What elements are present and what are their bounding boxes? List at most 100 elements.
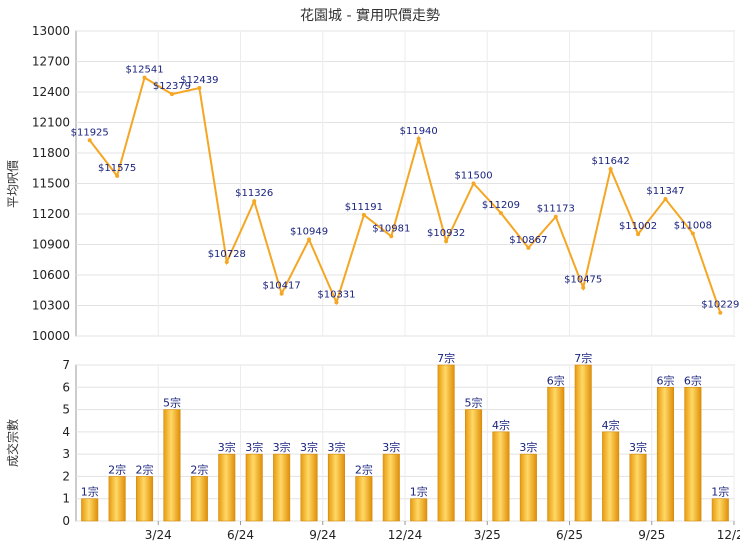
count-data-label: 2宗 xyxy=(355,462,373,476)
count-data-label: 7宗 xyxy=(574,351,592,365)
count-bar xyxy=(465,409,483,522)
count-tick-label: 0 xyxy=(62,514,70,528)
count-tick-label: 6 xyxy=(62,380,70,394)
count-bar xyxy=(519,453,537,522)
price-data-label: $11940 xyxy=(400,126,438,137)
price-point xyxy=(224,259,229,264)
count-data-label: 6宗 xyxy=(656,373,674,387)
x-tick-label: 6/25 xyxy=(556,528,583,542)
count-bar xyxy=(273,453,291,522)
count-bar xyxy=(218,453,236,522)
count-bar xyxy=(81,498,99,522)
count-data-label: 4宗 xyxy=(492,418,510,432)
price-data-label: $10932 xyxy=(427,228,465,239)
price-data-label: $11002 xyxy=(619,221,657,232)
price-line xyxy=(88,76,722,314)
count-tick-label: 4 xyxy=(62,425,70,439)
x-tick-label: 6/24 xyxy=(227,528,254,542)
price-data-label: $11209 xyxy=(482,200,520,211)
price-axis-title: 平均呎價 xyxy=(6,160,20,208)
count-tick-label: 5 xyxy=(62,403,70,417)
count-bar xyxy=(136,476,154,522)
count-data-label: 3宗 xyxy=(273,440,291,454)
price-point xyxy=(690,231,695,236)
count-bar xyxy=(108,476,126,522)
count-data-label: 7宗 xyxy=(437,351,455,365)
price-point xyxy=(416,136,421,141)
price-data-label: $10229 xyxy=(701,300,739,311)
price-data-label: $11191 xyxy=(345,202,383,213)
count-tick-label: 2 xyxy=(62,469,70,483)
price-data-label: $10867 xyxy=(509,235,547,246)
price-tick-label: 10900 xyxy=(32,238,70,252)
count-data-label: 5宗 xyxy=(163,396,181,410)
count-bar xyxy=(602,431,620,522)
price-data-label: $11642 xyxy=(592,156,630,167)
count-data-label: 1宗 xyxy=(81,485,99,499)
x-tick-label: 3/24 xyxy=(145,528,172,542)
count-bar xyxy=(355,476,373,522)
price-chart: 10000 10300 10600 10900 11200 11500 11800 12100… xyxy=(32,24,740,343)
x-tick-label: 9/24 xyxy=(309,528,336,542)
x-tick-label: 3/25 xyxy=(474,528,501,542)
x-tick-label: 9/25 xyxy=(638,528,665,542)
count-data-label: 2宗 xyxy=(108,462,126,476)
count-bar xyxy=(684,386,702,522)
count-bar xyxy=(382,453,400,522)
price-point xyxy=(361,212,366,217)
price-point xyxy=(553,214,558,219)
x-tick-label: 12/24 xyxy=(388,528,423,542)
x-tick-label: 12/25 xyxy=(717,528,740,542)
count-data-label: 2宗 xyxy=(190,462,208,476)
count-bar xyxy=(410,498,428,522)
count-data-label: 3宗 xyxy=(218,440,236,454)
count-data-label: 5宗 xyxy=(465,396,483,410)
count-bar xyxy=(437,364,455,522)
price-tick-label: 12700 xyxy=(32,55,70,69)
count-data-label: 3宗 xyxy=(300,440,318,454)
price-data-label: $11173 xyxy=(537,204,575,215)
price-tick-label: 10600 xyxy=(32,268,70,282)
count-data-label: 3宗 xyxy=(245,440,263,454)
price-tick-label: 11800 xyxy=(32,146,70,160)
price-tick-label: 11500 xyxy=(32,177,70,191)
price-point xyxy=(115,173,120,178)
price-point xyxy=(526,245,531,250)
count-tick-label: 1 xyxy=(62,492,70,506)
price-data-label: $11925 xyxy=(71,127,109,138)
count-bar xyxy=(300,453,318,522)
price-point xyxy=(608,167,613,172)
price-tick-label: 11200 xyxy=(32,207,70,221)
price-point xyxy=(498,211,503,216)
price-tick-label: 12100 xyxy=(32,116,70,130)
price-data-label: $10331 xyxy=(317,289,355,300)
count-bar xyxy=(190,476,208,522)
price-data-label: $10981 xyxy=(372,223,410,234)
price-data-label: $10475 xyxy=(564,275,602,286)
price-point xyxy=(142,75,147,80)
price-data-label: $12379 xyxy=(153,81,191,92)
price-point xyxy=(87,138,92,143)
price-point xyxy=(197,86,202,91)
count-tick-label: 7 xyxy=(62,358,70,372)
count-data-label: 1宗 xyxy=(410,485,428,499)
price-point xyxy=(636,232,641,237)
price-data-label: $11326 xyxy=(235,188,273,199)
price-data-label: $12541 xyxy=(125,65,163,76)
count-data-label: 3宗 xyxy=(382,440,400,454)
count-data-label: 3宗 xyxy=(327,440,345,454)
count-bar xyxy=(711,498,729,522)
count-data-label: 3宗 xyxy=(519,440,537,454)
count-tick-label: 3 xyxy=(62,447,70,461)
count-bar xyxy=(629,453,647,522)
count-bar xyxy=(547,386,565,522)
price-tick-label: 10300 xyxy=(32,299,70,313)
count-bar xyxy=(245,453,263,522)
price-data-label: $11575 xyxy=(98,163,136,174)
price-point xyxy=(718,310,723,315)
chart-title: 花園城 - 實用呎價走勢 xyxy=(300,7,440,24)
price-point xyxy=(169,92,174,97)
price-data-label: $11347 xyxy=(646,186,684,197)
